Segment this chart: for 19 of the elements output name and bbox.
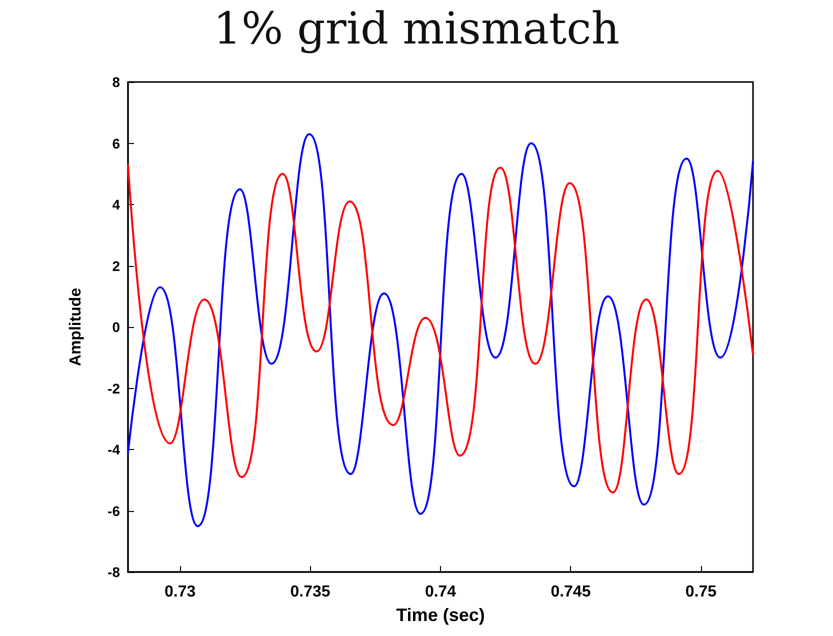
y-tick-label: 6 xyxy=(112,135,120,152)
x-tick-label: 0.735 xyxy=(290,584,330,600)
x-tick-label: 0.75 xyxy=(685,584,717,600)
y-axis-title: Amplitude xyxy=(68,288,84,366)
y-tick-label: 4 xyxy=(112,196,120,212)
x-tick-label: 0.74 xyxy=(424,584,456,600)
x-axis-title: Time (sec) xyxy=(396,605,485,625)
y-tick-label: -2 xyxy=(108,380,120,396)
y-tick-label: 2 xyxy=(112,258,120,274)
line-series xyxy=(127,164,754,494)
x-tick-label: 0.73 xyxy=(164,584,196,600)
x-tick-label: 0.745 xyxy=(550,584,591,600)
y-tick-label: 0 xyxy=(112,319,120,335)
chart-title: 1% grid mismatch xyxy=(213,4,620,54)
y-tick-label: -6 xyxy=(108,502,120,519)
y-tick-label: -4 xyxy=(108,442,120,458)
y-tick-label: 8 xyxy=(112,74,120,90)
line-series xyxy=(127,133,754,528)
y-tick-label: -8 xyxy=(108,564,120,580)
